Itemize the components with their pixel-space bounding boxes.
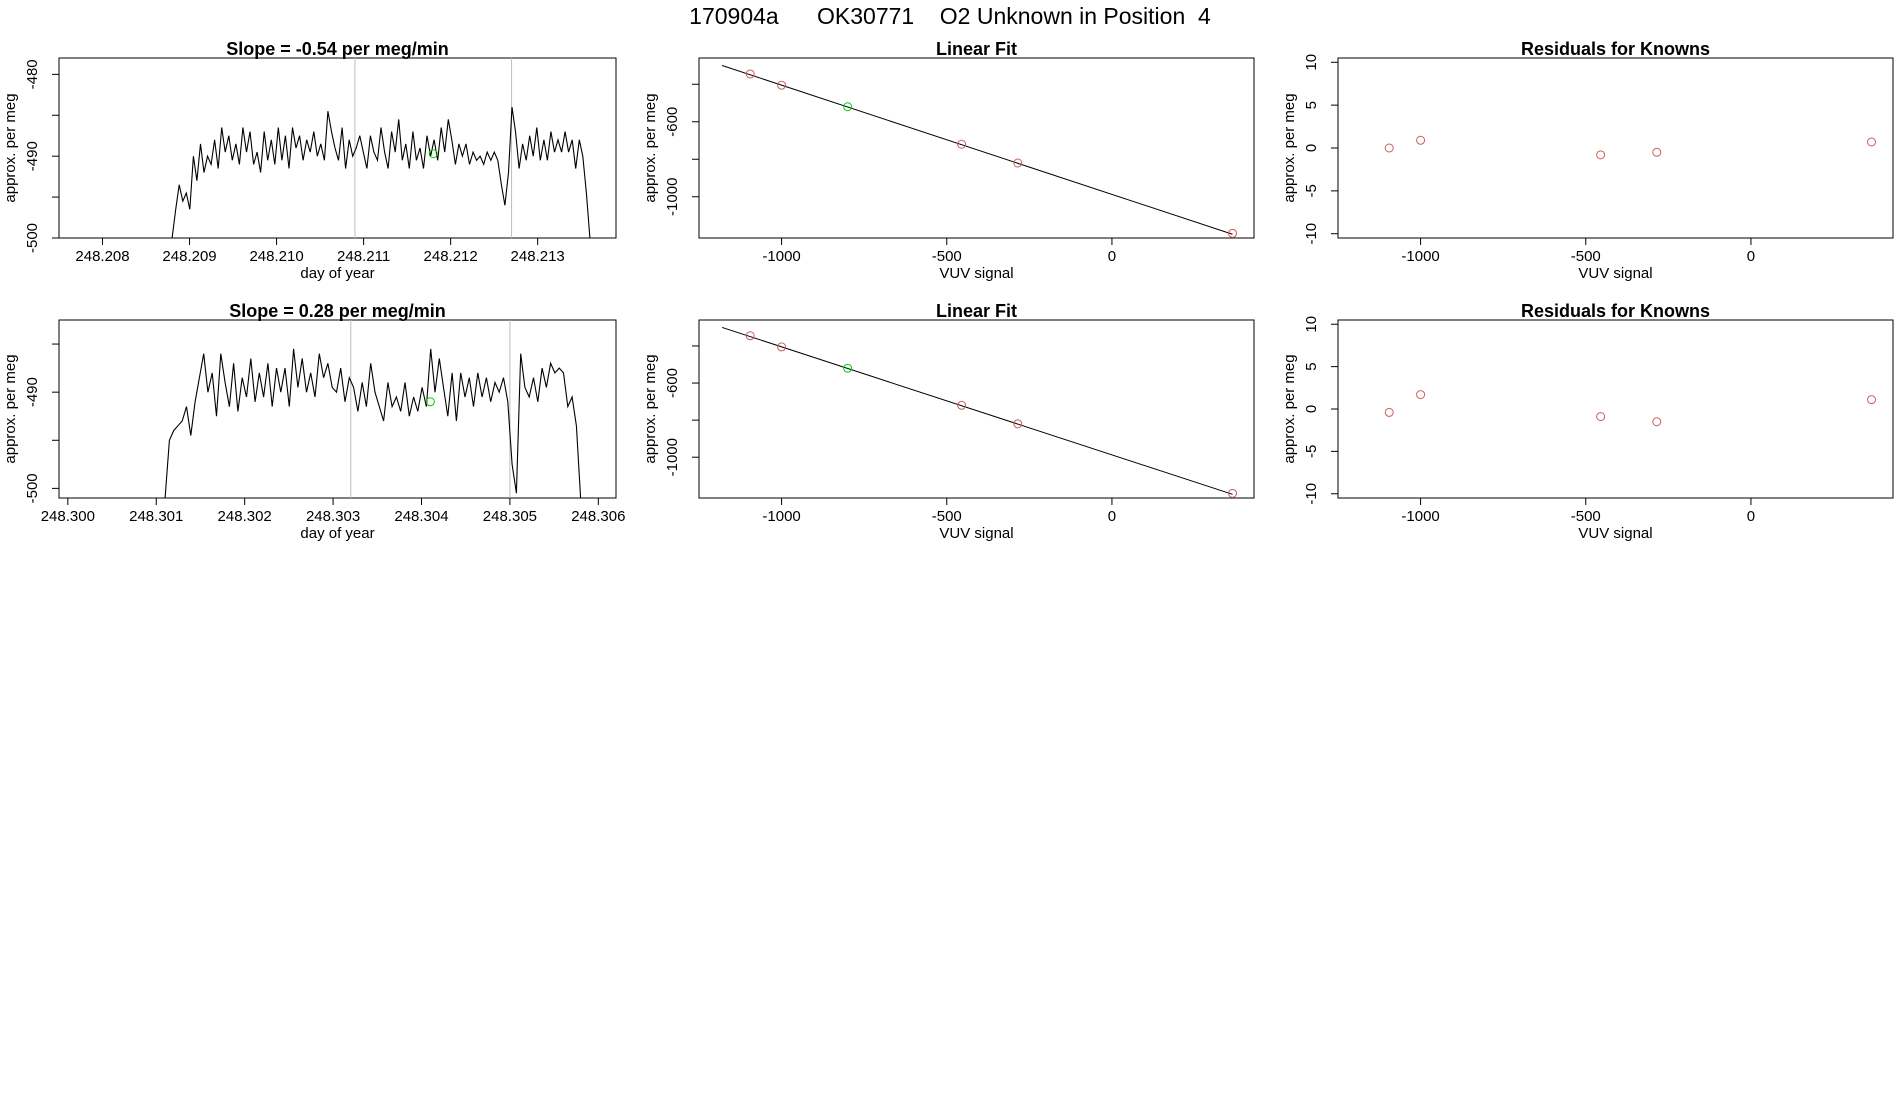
row2-timeseries-ytick-label: -490 [24, 377, 41, 407]
row2-timeseries-title: Slope = 0.28 per meg/min [229, 301, 446, 321]
row1-timeseries-series-line [171, 107, 591, 239]
row1-linear-fit-title: Linear Fit [936, 39, 1017, 59]
row2-linear-fit-xtick-label: 0 [1108, 508, 1116, 525]
row2-timeseries-xlabel: day of year [300, 525, 374, 542]
row1-residuals-ytick-label: -10 [1303, 223, 1320, 245]
row2-linear-fit-ylabel: approx. per meg [642, 354, 659, 463]
row2-residuals-ytick-label: -5 [1303, 445, 1320, 458]
row1-linear-fit-ytick-label: -600 [664, 107, 681, 137]
row1-linear-fit-xtick-label: 0 [1108, 248, 1116, 265]
row2-linear-fit-xtick-label: -500 [932, 508, 962, 525]
row2-timeseries-unknown-marker [425, 397, 435, 407]
row1-timeseries-xtick-label: 248.211 [337, 248, 390, 265]
row2-residuals-ytick-label: 5 [1303, 362, 1320, 370]
row2-residuals-frame [1337, 319, 1894, 499]
row2-timeseries-series-line [164, 348, 582, 499]
row1-timeseries-ytick-label: -500 [24, 223, 41, 253]
row1-residuals-residual-point [1384, 143, 1394, 153]
row2-residuals-xlabel: VUV signal [1578, 525, 1652, 542]
row2-timeseries-xtick-label: 248.303 [306, 508, 360, 525]
row2-linear-fit-ytick-label: -1000 [664, 438, 681, 476]
row2-linear-fit-unknown-point [843, 363, 853, 373]
row2-linear-fit-title: Linear Fit [936, 301, 1017, 321]
row2-linear-fit-known-point [1013, 419, 1023, 429]
row2-residuals-residual-point [1384, 407, 1394, 417]
row1-timeseries-xtick-label: 248.210 [249, 248, 303, 265]
row1-residuals-xtick-label: -500 [1571, 248, 1601, 265]
row1-linear-fit-unknown-point [843, 102, 853, 112]
row1-timeseries-frame [58, 57, 617, 239]
row1-linear-fit-xtick-label: -500 [932, 248, 962, 265]
row1-residuals-ytick-label: -5 [1303, 184, 1320, 197]
row1-timeseries-ylabel: approx. per meg [2, 93, 19, 202]
row2-residuals-title: Residuals for Knowns [1521, 301, 1710, 321]
row2-residuals-xtick-label: 0 [1747, 508, 1755, 525]
row1-residuals-residual-point [1867, 137, 1877, 147]
row1-linear-fit-known-point [745, 69, 755, 79]
row1-residuals-title: Residuals for Knowns [1521, 39, 1710, 59]
row2-timeseries-xtick-label: 248.306 [571, 508, 625, 525]
row2-residuals-xtick-label: -1000 [1401, 508, 1439, 525]
row1-linear-fit-ylabel: approx. per meg [642, 93, 659, 202]
row2-linear-fit-known-point [777, 342, 787, 352]
row2-linear-fit-known-point [957, 400, 967, 410]
row2-timeseries-frame [58, 319, 617, 499]
row2-linear-fit-xlabel: VUV signal [939, 525, 1013, 542]
row1-timeseries-xtick-label: 248.212 [424, 248, 478, 265]
row2-timeseries-xtick-label: 248.304 [394, 508, 448, 525]
row2-residuals-residual-point [1596, 412, 1606, 422]
row1-timeseries-title: Slope = -0.54 per meg/min [226, 39, 449, 59]
row1-residuals-ytick-label: 0 [1303, 144, 1320, 152]
row1-timeseries-xtick-label: 248.209 [162, 248, 216, 265]
row2-residuals-ytick-label: 10 [1303, 316, 1320, 333]
row1-residuals-ytick-label: 5 [1303, 101, 1320, 109]
row1-residuals-xtick-label: 0 [1747, 248, 1755, 265]
row1-timeseries-ytick-label: -490 [24, 141, 41, 171]
row2-residuals-ytick-label: 0 [1303, 405, 1320, 413]
row1-linear-fit-ytick-label: -1000 [664, 178, 681, 216]
row1-residuals-residual-point [1652, 147, 1662, 157]
row2-timeseries-ytick-label: -500 [24, 473, 41, 503]
row1-timeseries-xlabel: day of year [300, 265, 374, 282]
row2-residuals-residual-point [1652, 417, 1662, 427]
row2-timeseries-xtick-label: 248.305 [483, 508, 537, 525]
row2-residuals-ylabel: approx. per meg [1281, 354, 1298, 463]
row2-residuals-xtick-label: -500 [1571, 508, 1601, 525]
row1-linear-fit-xtick-label: -1000 [762, 248, 800, 265]
row2-residuals-ytick-label: -10 [1303, 483, 1320, 505]
row1-linear-fit-fit-line [721, 65, 1233, 235]
row2-linear-fit-ytick-label: -600 [664, 368, 681, 398]
row1-timeseries-xtick-label: 248.213 [511, 248, 565, 265]
row1-linear-fit-known-point [1013, 158, 1023, 168]
row2-timeseries-xtick-label: 248.301 [129, 508, 183, 525]
row1-residuals-ylabel: approx. per meg [1281, 93, 1298, 202]
row1-residuals-ytick-label: 10 [1303, 54, 1320, 71]
row1-linear-fit-frame [698, 57, 1255, 239]
row2-linear-fit-known-point [745, 331, 755, 341]
row1-residuals-frame [1337, 57, 1894, 239]
row1-linear-fit-known-point [777, 80, 787, 90]
row1-residuals-xlabel: VUV signal [1578, 265, 1652, 282]
row2-linear-fit-fit-line [721, 326, 1233, 495]
row1-residuals-xtick-label: -1000 [1401, 248, 1439, 265]
row2-timeseries-ylabel: approx. per meg [2, 354, 19, 463]
row1-residuals-residual-point [1596, 150, 1606, 160]
row2-residuals-residual-point [1867, 395, 1877, 405]
row2-linear-fit-frame [698, 319, 1255, 499]
row2-timeseries-xtick-label: 248.302 [218, 508, 272, 525]
row2-linear-fit-known-point [1228, 488, 1238, 498]
row1-timeseries-xtick-label: 248.208 [75, 248, 129, 265]
row1-linear-fit-known-point [957, 139, 967, 149]
row2-linear-fit-xtick-label: -1000 [762, 508, 800, 525]
row1-linear-fit-xlabel: VUV signal [939, 265, 1013, 282]
row1-timeseries-unknown-marker [428, 149, 438, 159]
figure-title: 170904a OK30771 O2 Unknown in Position 4 [689, 3, 1211, 29]
row2-residuals-residual-point [1416, 390, 1426, 400]
row1-timeseries-ytick-label: -480 [24, 59, 41, 89]
row1-linear-fit-known-point [1228, 228, 1238, 238]
row2-timeseries-xtick-label: 248.300 [41, 508, 95, 525]
row1-residuals-residual-point [1416, 135, 1426, 145]
